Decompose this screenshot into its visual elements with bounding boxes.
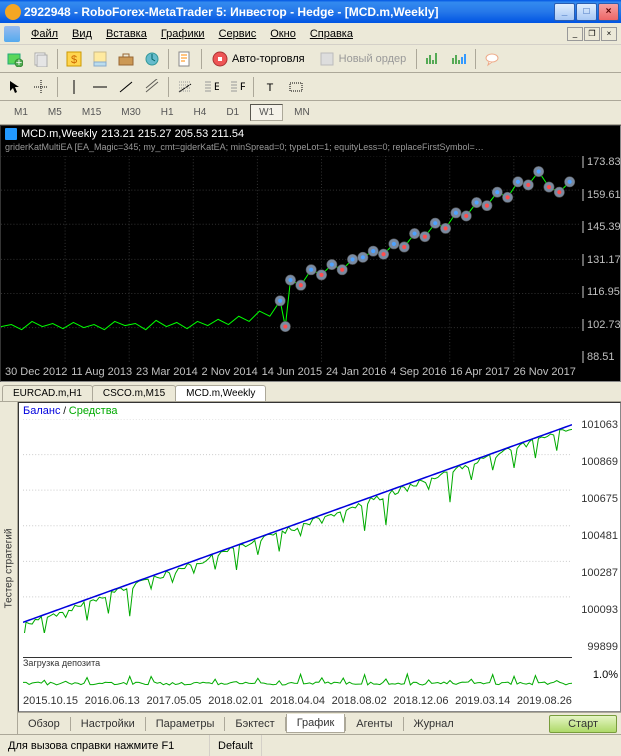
mdi-close-button[interactable]: × [601,27,617,41]
titlebar-text: 2922948 - RoboForex-MetaTrader 5: Инвест… [24,5,553,19]
menu-insert[interactable]: Вставка [99,26,154,42]
balance-canvas [23,419,572,633]
chart-symbol-icon [5,128,17,140]
tester-tab-params[interactable]: Параметры [146,715,225,733]
svg-text:F: F [240,81,245,93]
tester-tab-overview[interactable]: Обзор [18,715,70,733]
equi-button[interactable] [140,75,164,99]
auto-trade-icon [212,51,228,67]
minimize-button[interactable]: _ [554,3,575,21]
market-watch-button[interactable]: $ [62,47,86,71]
chart-ea-params: griderKatMultiEA [EA_Magic=345; my_cmt=g… [1,142,620,152]
balance-chart[interactable]: Баланс / Средства 101063100869100675 100… [18,402,621,712]
tester-tab-agents[interactable]: Агенты [346,715,402,733]
chart-ohlc: 213.21 215.27 205.53 211.54 [101,128,244,140]
profiles-button[interactable] [29,47,53,71]
tester-tab-journal[interactable]: Журнал [404,715,464,733]
balance-yaxis: 101063100869100675 100481100287100093 99… [574,419,618,653]
cursor-button[interactable] [3,75,27,99]
new-order-icon [319,51,335,67]
chart-tab-mcd[interactable]: MCD.m,Weekly [175,385,266,401]
mdi-restore-button[interactable]: ❐ [584,27,600,41]
close-button[interactable]: × [598,3,619,21]
tf-d1[interactable]: D1 [217,104,248,121]
mdi-min-button[interactable]: _ [567,27,583,41]
tester-tab-backtest[interactable]: Бэктест [225,715,284,733]
label-button[interactable] [284,75,308,99]
indicator2-button[interactable] [447,47,471,71]
chart-tabs: EURCAD.m,H1 CSCO.m,M15 MCD.m,Weekly [0,382,621,402]
tf-m15[interactable]: M15 [73,104,110,121]
deposit-subchart: Загрузка депозита [23,657,572,693]
tester-sidetab[interactable]: Тестер стратегий [0,402,18,734]
menu-window[interactable]: Окно [263,26,303,42]
start-button[interactable]: Старт [549,715,617,733]
chat-button[interactable] [480,47,504,71]
tf-w1[interactable]: W1 [250,104,283,121]
menubar: Файл Вид Вставка Графики Сервис Окно Спр… [0,23,621,45]
maximize-button[interactable]: □ [576,3,597,21]
menu-help[interactable]: Справка [303,26,360,42]
chart-yaxis: 173.83159.61145.39 131.17116.95102.73 88… [582,156,620,363]
tester-tabs: Обзор Настройки Параметры Бэктест График… [18,712,621,734]
tester-button[interactable] [140,47,164,71]
balance-xaxis: 2015.10.152016.06.132017.05.05 2018.02.0… [23,695,572,709]
tf-h4[interactable]: H4 [185,104,216,121]
tester-sidetab-label: Тестер стратегий [3,528,14,608]
crosshair-button[interactable] [29,75,53,99]
metaeditor-button[interactable] [173,47,197,71]
new-order-label: Новый ордер [339,53,407,65]
fibo-f-button[interactable]: F [225,75,249,99]
tf-mn[interactable]: MN [285,104,319,121]
new-chart-button[interactable]: + [3,47,27,71]
mdi-icon [4,26,20,42]
tf-m5[interactable]: M5 [39,104,71,121]
trendline-button[interactable] [114,75,138,99]
tf-m30[interactable]: M30 [112,104,149,121]
chart-tab-csco[interactable]: CSCO.m,M15 [92,385,176,401]
menu-view[interactable]: Вид [65,26,99,42]
menu-charts[interactable]: Графики [154,26,212,42]
toolbar-drawing: E F T [0,73,621,101]
equity-label: Средства [69,405,118,417]
chart-xaxis: 30 Dec 201211 Aug 201323 Mar 2014 2 Nov … [1,363,580,381]
hline-button[interactable] [88,75,112,99]
tf-m1[interactable]: M1 [5,104,37,121]
menu-tools[interactable]: Сервис [212,26,264,42]
indicator1-button[interactable] [421,47,445,71]
auto-trade-label: Авто-торговля [232,53,305,65]
chart-symbol-title: MCD.m,Weekly [21,128,97,140]
auto-trade-button[interactable]: Авто-торговля [205,47,312,71]
svg-text:$: $ [71,54,77,66]
deposit-label: Загрузка депозита [23,658,572,668]
svg-text:T: T [267,82,274,94]
vline-button[interactable] [62,75,86,99]
titlebar: 2922948 - RoboForex-MetaTrader 5: Инвест… [0,0,621,23]
text-button[interactable]: T [258,75,282,99]
price-chart[interactable]: MCD.m,Weekly 213.21 215.27 205.53 211.54… [0,125,621,382]
tester-tab-settings[interactable]: Настройки [71,715,145,733]
app-icon [5,4,21,20]
timeframe-bar: M1 M5 M15 M30 H1 H4 D1 W1 MN [0,101,621,125]
fibo-e-button[interactable]: E [199,75,223,99]
balance-label: Баланс [23,405,60,417]
chart-canvas [1,156,580,363]
menu-file[interactable]: Файл [24,26,65,42]
navigator-button[interactable] [88,47,112,71]
tester-tab-graph[interactable]: График [286,714,346,733]
tester-panel: Тестер стратегий Баланс / Средства 10106… [0,402,621,734]
deposit-yaxis: 1.0% [574,657,618,693]
balance-header: Баланс / Средства [19,403,620,419]
toolbar-main: + $ Авто-торговля Новый ордер [0,45,621,73]
svg-text:E: E [214,81,219,93]
new-order-button[interactable]: Новый ордер [312,47,414,71]
fibo-button[interactable] [173,75,197,99]
tf-h1[interactable]: H1 [152,104,183,121]
chart-header: MCD.m,Weekly 213.21 215.27 205.53 211.54 [1,126,620,142]
chart-tab-eurcad[interactable]: EURCAD.m,H1 [2,385,93,401]
svg-text:+: + [16,57,22,67]
toolbox-button[interactable] [114,47,138,71]
